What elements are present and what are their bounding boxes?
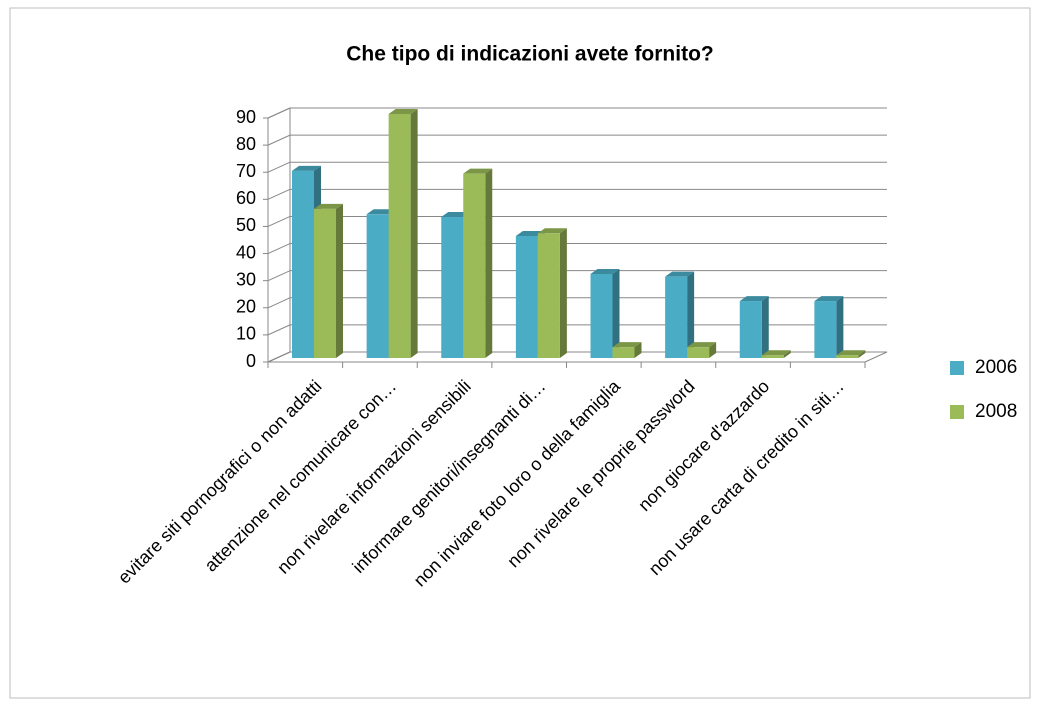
bar-top — [612, 342, 642, 348]
grid-line-side — [267, 215, 291, 227]
bar-top — [314, 203, 343, 209]
bar-side — [612, 268, 620, 358]
bar-front — [292, 170, 314, 358]
bar — [761, 350, 791, 358]
bar-front — [314, 208, 336, 358]
grid-line-side — [267, 324, 291, 336]
grid-line-side — [267, 161, 291, 173]
y-tick-label: 20 — [236, 297, 256, 317]
bar — [836, 350, 866, 358]
legend-swatch — [950, 361, 964, 375]
bar-top — [463, 168, 493, 174]
bar-side — [410, 109, 418, 358]
grid-line-side — [267, 107, 291, 119]
bar-front — [665, 276, 688, 358]
grid-line-side — [267, 243, 291, 255]
bar — [314, 203, 343, 358]
y-tick-label: 0 — [246, 351, 256, 371]
bar-top — [836, 350, 866, 356]
bar-side — [858, 350, 866, 358]
bar-side — [485, 168, 493, 358]
bar — [665, 271, 695, 358]
bar-top — [739, 296, 769, 302]
grid-line-side — [267, 188, 291, 200]
grid-line-side — [267, 297, 291, 309]
legend-swatch — [950, 405, 964, 419]
bar-side — [783, 350, 791, 358]
legend-label: 2006 — [975, 357, 1017, 378]
bar-top — [388, 109, 418, 114]
bar-front — [761, 355, 784, 358]
bar-side — [709, 342, 717, 358]
bar — [814, 296, 844, 358]
bar-front — [388, 114, 411, 358]
bar-top — [590, 268, 620, 274]
grid-line-side — [267, 270, 291, 282]
bar-front — [612, 347, 635, 358]
y-tick-label: 90 — [236, 107, 256, 127]
bar-side — [687, 271, 695, 358]
bar — [687, 342, 717, 358]
y-tick-label: 70 — [236, 161, 256, 181]
bar-top — [687, 342, 717, 348]
bar-top — [761, 350, 791, 356]
y-tick-label: 10 — [236, 324, 256, 344]
bar-front — [366, 214, 389, 358]
bar-top — [537, 228, 567, 234]
grid-line-side — [267, 134, 291, 146]
bar — [739, 296, 769, 358]
bar-front — [463, 173, 486, 358]
bar-side — [559, 228, 567, 358]
y-tick-label: 50 — [236, 215, 256, 235]
bar-front — [814, 301, 837, 358]
bar-top — [366, 209, 396, 215]
bar-front — [687, 347, 710, 358]
bar — [612, 342, 642, 358]
bar-top — [515, 231, 545, 236]
bar — [537, 228, 567, 358]
bar-side — [634, 342, 642, 358]
legend-label: 2008 — [975, 401, 1017, 422]
y-tick-label: 60 — [236, 188, 256, 208]
bar-side — [761, 296, 769, 358]
y-tick-label: 40 — [236, 242, 256, 262]
y-tick-label: 30 — [236, 269, 256, 289]
bar-front — [590, 273, 613, 358]
bar-top — [441, 212, 471, 218]
grid-line-side — [267, 351, 291, 363]
y-tick-label: 80 — [236, 134, 256, 154]
bar — [388, 109, 418, 358]
bar-front — [515, 236, 538, 358]
bar-top — [814, 296, 844, 302]
bar-top — [665, 271, 695, 277]
bar-side — [336, 203, 343, 358]
bar-top — [292, 165, 321, 171]
bar — [590, 268, 620, 358]
bar-front — [537, 233, 560, 358]
bar-front — [441, 217, 464, 358]
bar-front — [739, 301, 762, 358]
bar — [463, 168, 493, 358]
bar-side — [836, 296, 844, 358]
chart-title: Che tipo di indicazioni avete fornito? — [346, 43, 714, 66]
bar-front — [836, 355, 859, 358]
